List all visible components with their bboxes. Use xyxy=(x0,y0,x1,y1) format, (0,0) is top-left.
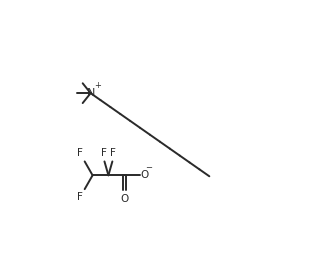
Text: N: N xyxy=(86,88,95,98)
Text: F: F xyxy=(77,192,83,202)
Text: F: F xyxy=(100,148,106,158)
Text: O: O xyxy=(120,194,128,204)
Text: O: O xyxy=(141,170,149,180)
Text: F: F xyxy=(77,149,83,159)
Text: F: F xyxy=(110,148,116,158)
Text: −: − xyxy=(145,163,152,172)
Text: +: + xyxy=(94,81,101,90)
